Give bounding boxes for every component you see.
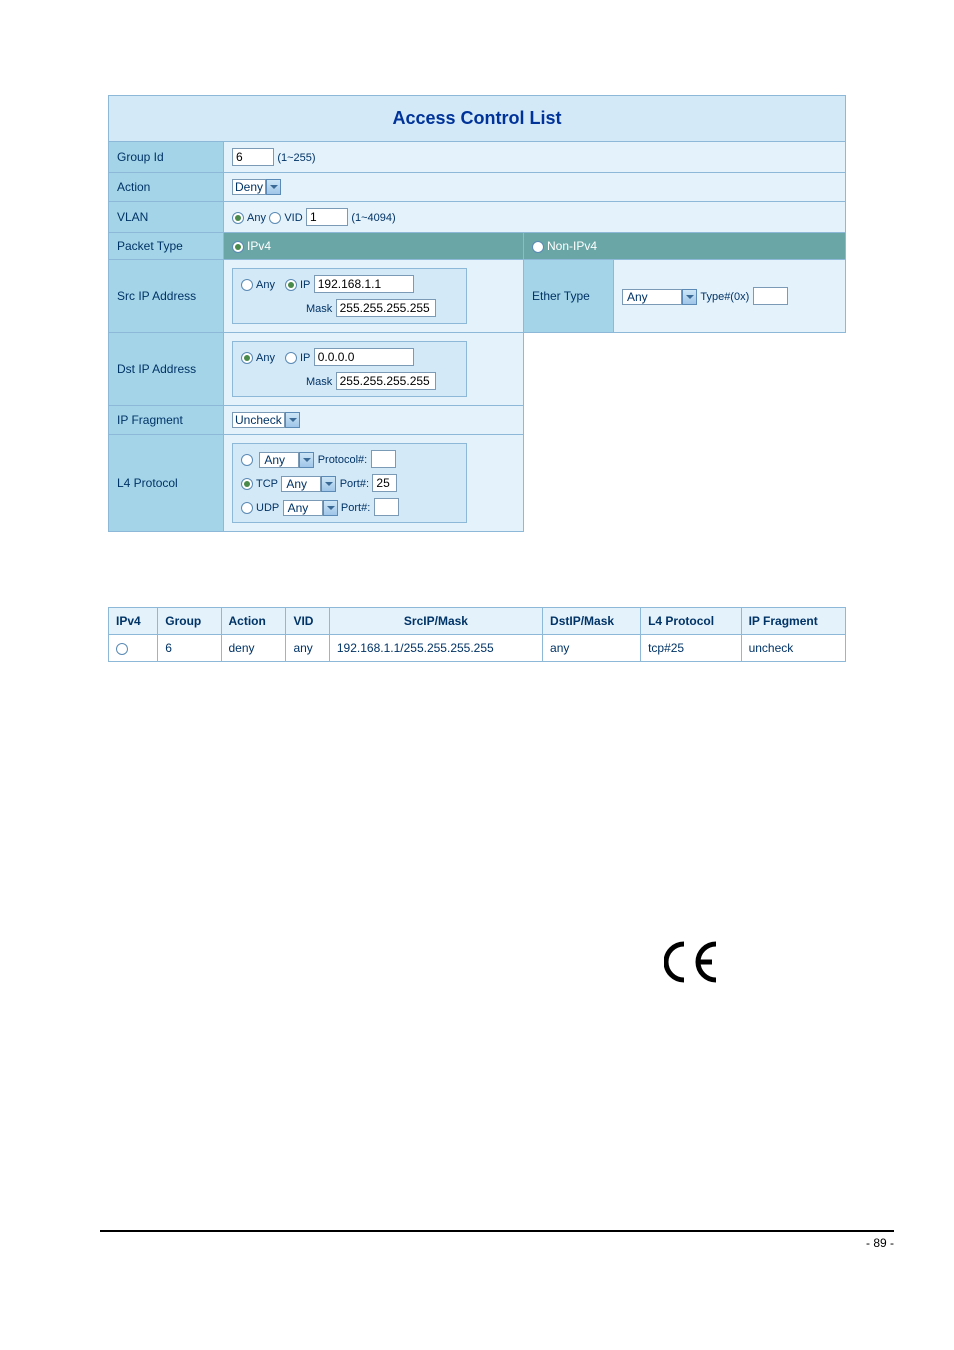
acl-form-table: Group Id (1~255) Action Deny VLAN Any VI… <box>108 141 846 532</box>
src-ip-label: Src IP Address <box>109 260 224 333</box>
ether-dropdown-icon[interactable] <box>682 289 697 305</box>
col-srcip: SrcIP/Mask <box>329 608 542 635</box>
packet-ipv4-label: IPv4 <box>247 239 271 253</box>
col-vid: VID <box>286 608 329 635</box>
l4-tcp-port-label: Port#: <box>340 478 369 490</box>
src-mask-input[interactable] <box>336 299 436 317</box>
packet-nonipv4-radio[interactable] <box>532 241 544 253</box>
action-dropdown-icon[interactable] <box>266 179 281 195</box>
action-label: Action <box>109 173 224 202</box>
page-footer: - 89 - <box>100 1230 894 1250</box>
l4-any-select[interactable]: Any <box>259 452 299 468</box>
ce-mark-icon <box>664 940 724 995</box>
l4-protocol-num-label: Protocol#: <box>318 454 368 466</box>
col-ipv4: IPv4 <box>109 608 158 635</box>
dst-any-radio[interactable] <box>241 352 253 364</box>
src-ip-radio[interactable] <box>285 279 297 291</box>
vlan-any-radio[interactable] <box>232 212 244 224</box>
dst-mask-label: Mask <box>306 376 332 388</box>
vlan-vid-label: VID <box>284 212 302 224</box>
vlan-vid-input[interactable] <box>306 208 348 226</box>
l4-udp-select[interactable]: Any <box>283 500 323 516</box>
dst-ip-label: Dst IP Address <box>109 333 224 406</box>
src-ip-lbl: IP <box>300 279 310 291</box>
dst-ip-input[interactable] <box>314 348 414 366</box>
group-id-label: Group Id <box>109 142 224 173</box>
dst-mask-input[interactable] <box>336 372 436 390</box>
action-select[interactable]: Deny <box>232 179 266 195</box>
col-l4: L4 Protocol <box>641 608 742 635</box>
vlan-label: VLAN <box>109 202 224 233</box>
cell-dstip: any <box>543 635 641 662</box>
ether-type-label: Ether Type <box>524 260 614 333</box>
page-number: - 89 - <box>866 1236 894 1250</box>
l4-protocol-num-input[interactable] <box>371 450 396 468</box>
vlan-vid-radio[interactable] <box>269 212 281 224</box>
l4-udp-label: UDP <box>256 502 279 514</box>
results-table: IPv4 Group Action VID SrcIP/Mask DstIP/M… <box>108 607 846 662</box>
cell-vid: any <box>286 635 329 662</box>
dst-any-label: Any <box>256 352 275 364</box>
l4-any-radio[interactable] <box>241 454 253 466</box>
packet-nonipv4-label: Non-IPv4 <box>547 239 597 253</box>
ether-type-hex-input[interactable] <box>753 287 788 305</box>
l4-any-dropdown-icon[interactable] <box>299 452 314 468</box>
l4-udp-port-label: Port#: <box>341 502 370 514</box>
dst-ip-lbl: IP <box>300 352 310 364</box>
cell-action: deny <box>221 635 286 662</box>
page-title: Access Control List <box>108 95 846 141</box>
cell-frag: uncheck <box>741 635 845 662</box>
col-dstip: DstIP/Mask <box>543 608 641 635</box>
l4-tcp-label: TCP <box>256 478 278 490</box>
packet-type-label: Packet Type <box>109 233 224 260</box>
col-action: Action <box>221 608 286 635</box>
src-any-label: Any <box>256 279 275 291</box>
l4-protocol-label: L4 Protocol <box>109 435 224 532</box>
ether-type-hex-label: Type#(0x) <box>700 291 749 303</box>
table-row: 6 deny any 192.168.1.1/255.255.255.255 a… <box>109 635 846 662</box>
ip-fragment-select[interactable]: Uncheck <box>232 412 285 428</box>
l4-udp-port-input[interactable] <box>374 498 399 516</box>
l4-tcp-dropdown-icon[interactable] <box>321 476 336 492</box>
l4-tcp-select[interactable]: Any <box>281 476 321 492</box>
vlan-any-label: Any <box>247 212 266 224</box>
row-select-radio[interactable] <box>116 643 128 655</box>
src-any-radio[interactable] <box>241 279 253 291</box>
dst-ip-radio[interactable] <box>285 352 297 364</box>
src-ip-input[interactable] <box>314 275 414 293</box>
col-group: Group <box>158 608 221 635</box>
group-id-input[interactable] <box>232 148 274 166</box>
l4-tcp-radio[interactable] <box>241 478 253 490</box>
cell-l4: tcp#25 <box>641 635 742 662</box>
col-frag: IP Fragment <box>741 608 845 635</box>
cell-srcip: 192.168.1.1/255.255.255.255 <box>329 635 542 662</box>
fragment-dropdown-icon[interactable] <box>285 412 300 428</box>
l4-tcp-port-input[interactable] <box>372 474 397 492</box>
src-mask-label: Mask <box>306 303 332 315</box>
vlan-hint: (1~4094) <box>351 212 395 224</box>
group-id-hint: (1~255) <box>277 152 315 164</box>
packet-ipv4-radio[interactable] <box>232 241 244 253</box>
cell-group: 6 <box>158 635 221 662</box>
l4-udp-radio[interactable] <box>241 502 253 514</box>
ip-fragment-label: IP Fragment <box>109 406 224 435</box>
ether-type-select[interactable]: Any <box>622 289 682 305</box>
l4-udp-dropdown-icon[interactable] <box>323 500 338 516</box>
